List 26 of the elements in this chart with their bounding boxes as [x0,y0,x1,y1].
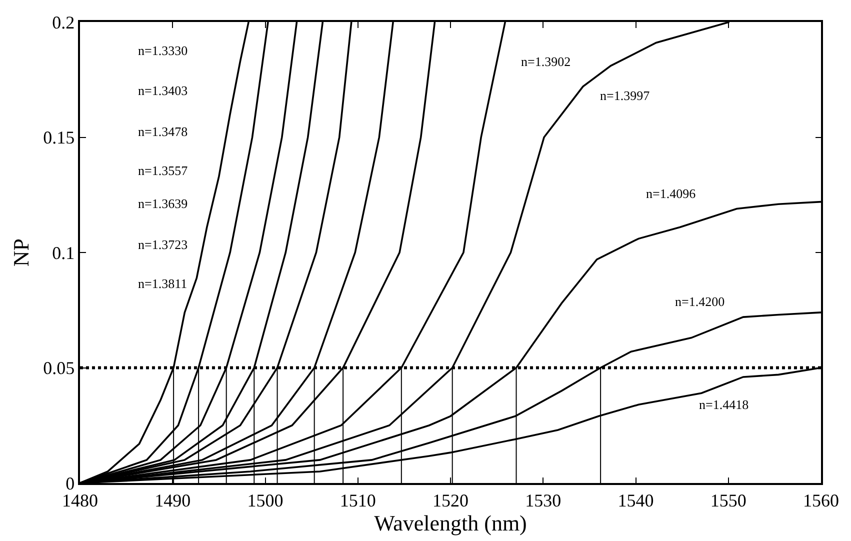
annotation: n=1.3478 [138,124,188,139]
annotation: n=1.3639 [138,196,188,211]
x-tick-label: 1560 [803,490,839,510]
y-axis-title: NP [8,238,34,267]
y-tick-label: 0.1 [52,242,75,263]
x-tick-label: 1540 [618,490,654,510]
annotation: n=1.4200 [675,294,725,309]
annotation: n=1.3403 [138,83,188,98]
annotation: n=1.3902 [521,54,571,69]
x-tick-label: 1550 [710,490,746,510]
x-tick-label: 1520 [432,490,468,510]
x-axis-title: Wavelength (nm) [374,510,527,536]
x-tick-label: 1490 [154,490,191,510]
y-tick-label: 0.05 [43,358,75,378]
annotation: n=1.3723 [138,237,188,252]
y-tick-label: 0.2 [52,12,75,32]
y-tick-label: 0.15 [43,128,75,148]
x-tick-label: 1500 [247,490,284,510]
x-tick-label: 1530 [525,490,562,510]
annotation: n=1.3811 [138,276,188,291]
annotation: n=1.4096 [646,186,696,201]
annotation: n=1.3997 [600,88,650,103]
annotation: n=1.3557 [138,163,188,178]
annotation: n=1.3330 [138,43,188,58]
x-tick-label: 1510 [340,490,376,510]
annotation: n=1.4418 [699,397,749,412]
